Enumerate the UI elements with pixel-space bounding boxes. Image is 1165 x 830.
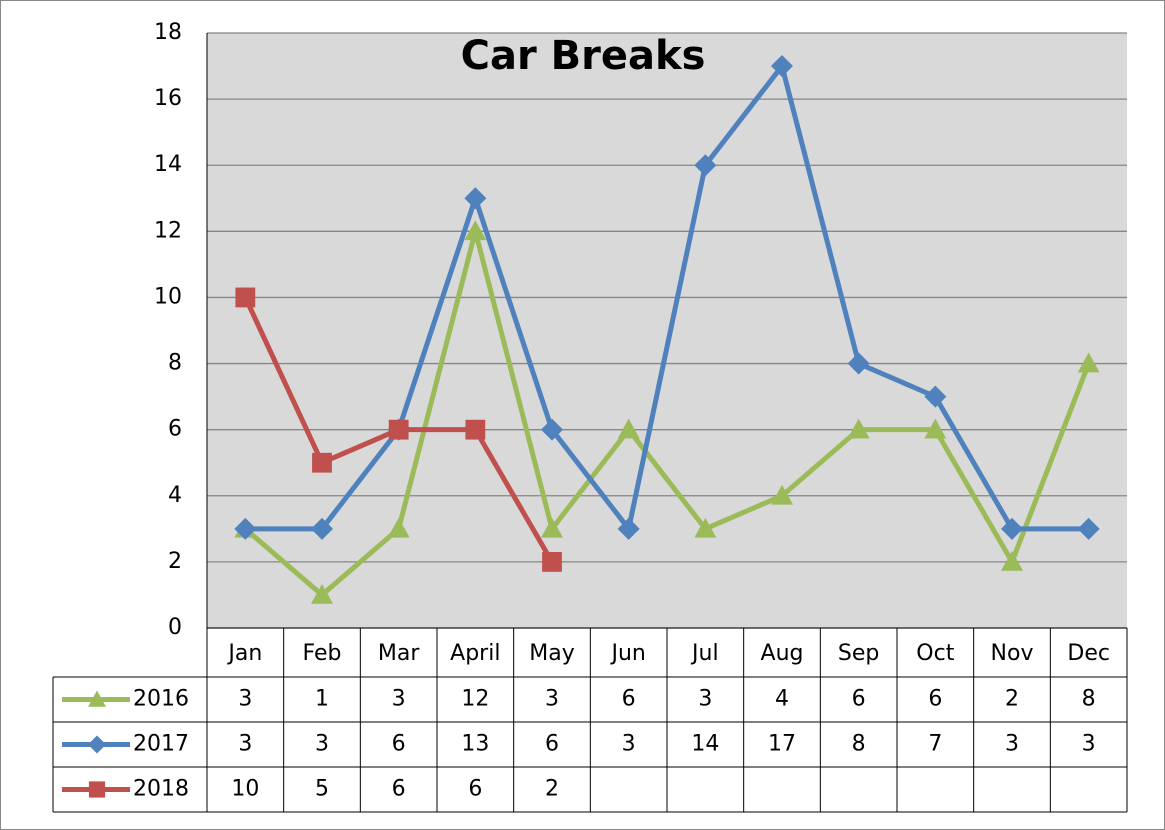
plot-area <box>207 33 1127 628</box>
legend-label: 2017 <box>133 732 189 757</box>
y-tick-label: 4 <box>168 483 182 508</box>
y-tick-label: 2 <box>168 549 182 574</box>
x-tick-label: Feb <box>303 641 342 666</box>
table-cell: 2 <box>1005 687 1019 712</box>
x-tick-label: Nov <box>991 641 1034 666</box>
marker <box>88 690 106 707</box>
table-cell: 7 <box>928 732 942 757</box>
y-tick-label: 16 <box>154 86 182 111</box>
series-layer <box>234 55 1100 604</box>
x-tick-label: April <box>450 641 500 666</box>
y-tick-label: 6 <box>168 417 182 442</box>
table-cell: 1 <box>315 687 329 712</box>
marker <box>312 452 332 473</box>
marker <box>617 517 640 540</box>
table-cell: 3 <box>698 687 712 712</box>
x-tick-label: May <box>529 641 574 666</box>
marker <box>387 517 410 538</box>
marker <box>464 187 487 210</box>
x-tick-label: Dec <box>1067 641 1110 666</box>
data-table: Jan Feb Mar April May Jun Jul Aug Sep Oct Nov Dec20… <box>52 33 1128 813</box>
table-cell: 3 <box>622 732 636 757</box>
x-tick-label: Jun <box>609 641 645 666</box>
table-cell: 6 <box>852 687 866 712</box>
marker <box>311 583 333 604</box>
marker <box>234 517 257 540</box>
y-tick-label: 14 <box>154 152 182 177</box>
chart-title: Car Breaks <box>461 33 706 79</box>
marker <box>88 781 106 798</box>
table-cell: 3 <box>1005 732 1019 757</box>
table-cell: 14 <box>691 732 719 757</box>
marker <box>694 154 717 177</box>
y-tick-label: 8 <box>168 351 182 376</box>
marker <box>1001 550 1023 571</box>
marker <box>924 418 947 439</box>
y-tick-label: 18 <box>154 20 182 45</box>
x-tick-label: Mar <box>378 641 420 666</box>
table-cell: 5 <box>315 777 329 802</box>
table-cell: 6 <box>928 687 942 712</box>
x-tick-label: Aug <box>761 641 804 666</box>
marker <box>694 517 717 538</box>
table-cell: 17 <box>768 732 796 757</box>
marker <box>464 220 487 241</box>
marker <box>542 551 562 572</box>
marker <box>388 419 409 440</box>
marker <box>924 385 947 408</box>
marker <box>1001 517 1023 540</box>
table-cell: 3 <box>392 687 406 712</box>
table-cell: 12 <box>461 687 489 712</box>
x-tick-label: Oct <box>916 641 954 666</box>
marker <box>847 352 870 375</box>
table-cell: 3 <box>545 687 559 712</box>
y-tick-label: 12 <box>154 218 182 243</box>
marker <box>1077 517 1100 540</box>
table-cell: 6 <box>392 777 406 802</box>
series-line <box>245 63 1089 532</box>
table-cell: 3 <box>315 732 329 757</box>
table-cell: 4 <box>775 687 789 712</box>
table-cell: 3 <box>238 732 252 757</box>
marker <box>541 418 563 441</box>
x-tick-label: Jul <box>690 641 719 666</box>
series-line <box>243 228 1092 598</box>
table-cell: 6 <box>622 687 636 712</box>
table-cell: 2 <box>545 777 559 802</box>
y-tick-label: 10 <box>154 284 182 309</box>
marker <box>771 484 793 505</box>
marker <box>465 419 486 440</box>
table-cell: 6 <box>545 732 559 757</box>
marker <box>771 55 793 78</box>
marker <box>88 735 106 754</box>
grid: 0 2 4 6 8 10 12 14 16 18 <box>154 20 1127 640</box>
table-cell: 8 <box>852 732 866 757</box>
legend-label: 2016 <box>133 687 189 712</box>
marker <box>617 418 640 439</box>
legend-label: 2018 <box>133 777 189 802</box>
marker <box>541 517 563 538</box>
table-cell: 8 <box>1082 687 1096 712</box>
marker <box>847 418 870 439</box>
marker <box>1077 352 1100 373</box>
x-tick-label: Sep <box>838 641 879 666</box>
table-cell: 10 <box>231 777 259 802</box>
table-cell: 13 <box>461 732 489 757</box>
x-tick-label: Jan <box>226 641 262 666</box>
table-cell: 6 <box>392 732 406 757</box>
y-tick-label: 0 <box>168 615 182 640</box>
marker <box>235 287 256 308</box>
marker <box>311 517 333 540</box>
table-cell: 3 <box>238 687 252 712</box>
table-cell: 3 <box>1082 732 1096 757</box>
table-cell: 6 <box>468 777 482 802</box>
